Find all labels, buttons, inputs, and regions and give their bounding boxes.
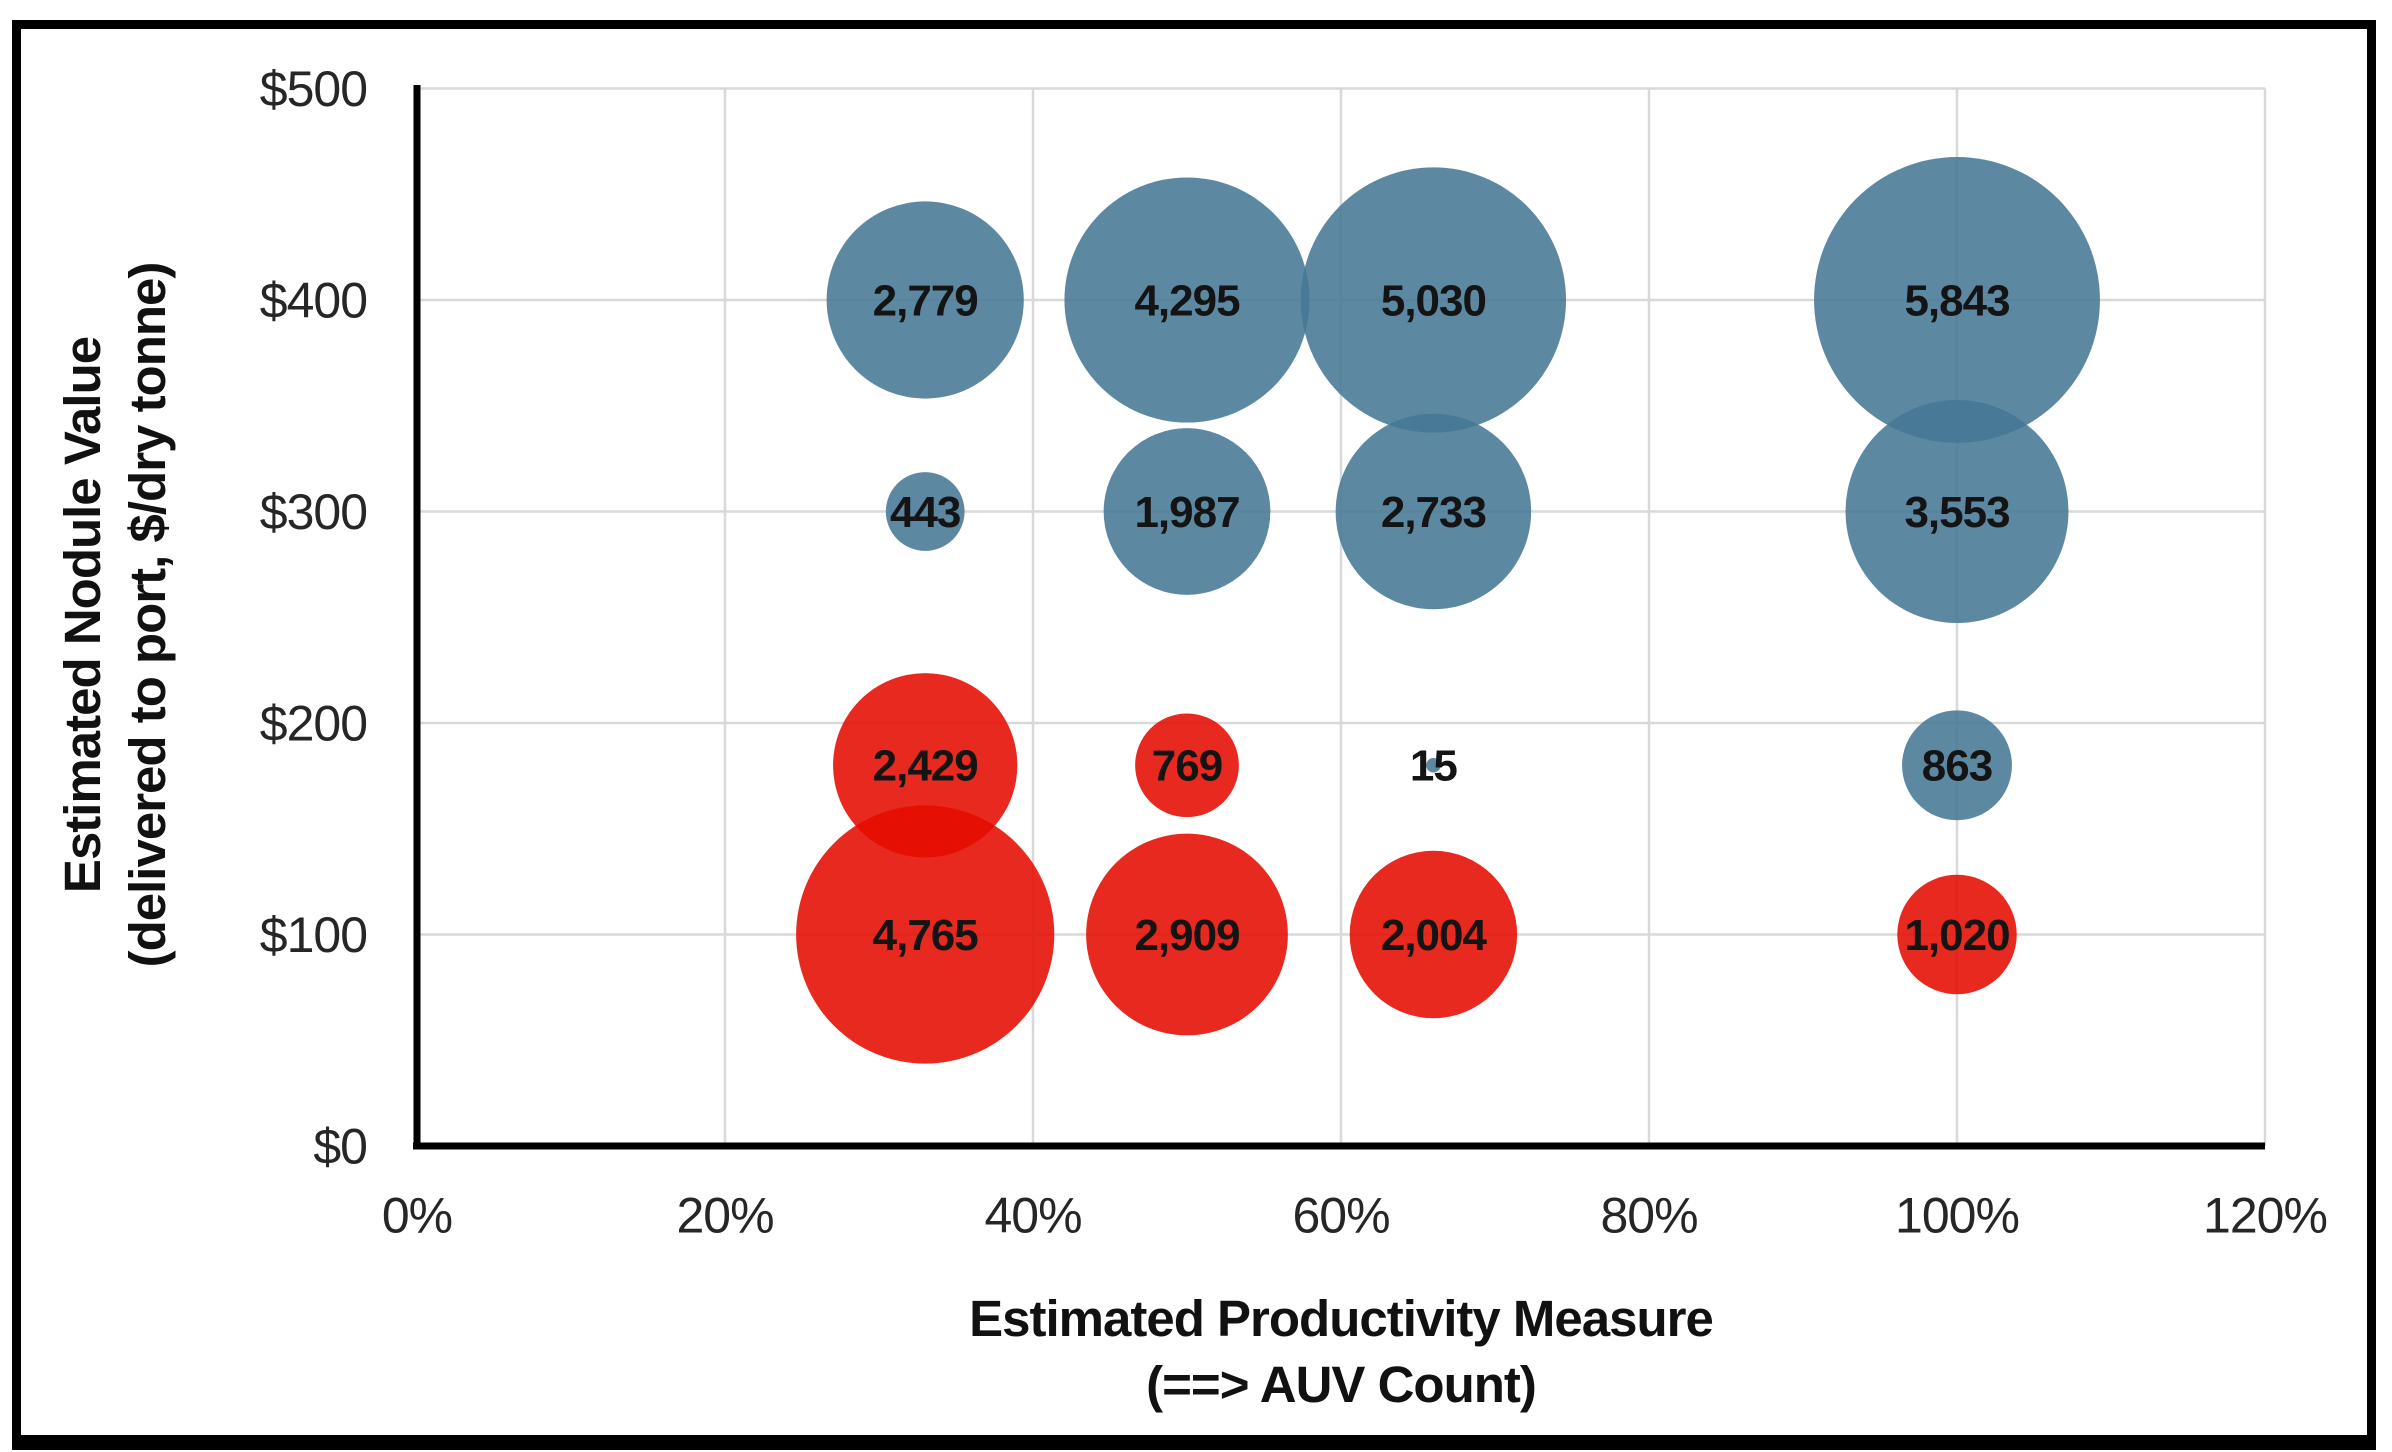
x-tick-40%: 40% (984, 1188, 1081, 1244)
bubble-4295 (1064, 177, 1310, 423)
bubble-4765 (796, 805, 1055, 1064)
x-tick-labels: 0% 20% 40% 60% 80% 100% 120% (382, 1188, 2328, 1244)
x-tick-20%: 20% (676, 1188, 773, 1244)
y-axis-title-line1: Estimated Nodule Value (54, 337, 111, 893)
x-tick-120%: 120% (2203, 1188, 2327, 1244)
y-tick-$500: $500 (260, 61, 367, 117)
bubble-443 (885, 472, 965, 551)
bubble-label-443: 443 (890, 488, 960, 537)
bubble-label-863: 863 (1922, 742, 1992, 791)
bubble-label-2909: 2,909 (1134, 911, 1239, 960)
x-axis-title-line1: Estimated Productivity Measure (969, 1290, 1713, 1347)
y-tick-$0: $0 (313, 1119, 367, 1175)
y-tick-$300: $300 (260, 484, 367, 540)
bubble-label-4765: 4,765 (873, 911, 979, 960)
bubble-2429 (833, 673, 1018, 858)
bubble-15 (1426, 758, 1441, 773)
bubble-label-15: 15 (1410, 742, 1457, 791)
bubble-5030 (1300, 167, 1567, 433)
x-tick-80%: 80% (1600, 1188, 1697, 1244)
bubble-2909 (1086, 833, 1288, 1036)
bubble-label-5030: 5,030 (1381, 276, 1486, 325)
bubble-label-1987: 1,987 (1134, 488, 1239, 537)
bubbles-layer (796, 157, 2100, 1064)
bubble-863 (1902, 710, 2012, 821)
bubble-3553 (1845, 400, 2069, 623)
bubble-2004 (1349, 850, 1518, 1019)
bubble-1020 (1897, 874, 2017, 995)
bubble-769 (1135, 713, 1239, 818)
bubble-label-769: 769 (1152, 742, 1222, 791)
y-tick-$400: $400 (260, 273, 367, 329)
bubble-label-4295: 4,295 (1134, 276, 1240, 325)
bubble-label-2733: 2,733 (1381, 488, 1486, 537)
bubble-label-2004: 2,004 (1381, 911, 1488, 960)
bubble-label-2429: 2,429 (873, 742, 978, 791)
bubble-label-2779: 2,779 (873, 276, 978, 325)
bubble-2779 (826, 201, 1024, 399)
bubble-2733 (1335, 413, 1532, 610)
bubble-1987 (1103, 428, 1271, 595)
x-tick-100%: 100% (1895, 1188, 2019, 1244)
bubble-label-5843: 5,843 (1904, 276, 2009, 325)
bubble-label-1020: 1,020 (1904, 911, 2009, 960)
x-tick-0%: 0% (382, 1188, 452, 1244)
bubble-5843 (1814, 157, 2100, 443)
x-axis-title-line2: (==> AUV Count) (1146, 1356, 1536, 1413)
y-tick-$100: $100 (260, 907, 367, 963)
y-axis-title-line2: (delivered to port, $/dry tonne) (119, 263, 176, 968)
x-tick-60%: 60% (1292, 1188, 1389, 1244)
y-tick-$200: $200 (260, 696, 367, 752)
bubble-label-3553: 3,553 (1904, 488, 2009, 537)
y-tick-labels: $0 $100 $200 $300 $400 $500 (260, 61, 368, 1175)
bubble-labels-layer: 5,843 5,030 4,765 4,295 3,553 2,909 2,779 2,733… (873, 276, 2011, 960)
